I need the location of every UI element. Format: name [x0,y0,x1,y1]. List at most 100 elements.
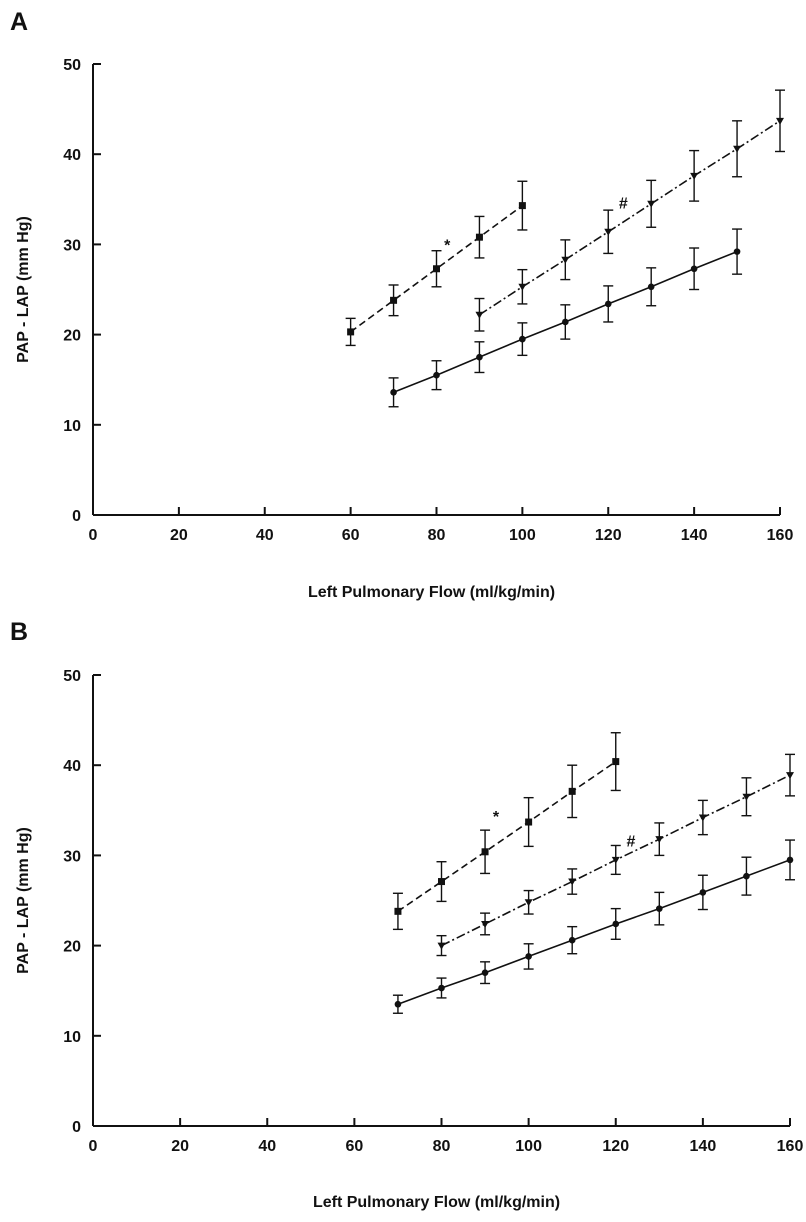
data-point [438,878,445,886]
data-point [525,953,532,960]
series-line [397,859,791,1005]
x-tick-label: 0 [89,1138,98,1155]
x-tick-label: 140 [681,527,708,544]
data-point [525,818,533,826]
data-point [786,856,794,864]
data-point [568,936,576,944]
panel-letter: B [10,618,28,646]
data-point [437,942,446,950]
annotation-mark: # [627,833,636,850]
data-point [481,920,490,928]
data-point [562,318,569,326]
x-tick-label: 80 [433,1138,451,1155]
data-point [394,1000,402,1008]
data-point [568,787,576,795]
y-tick-label: 30 [63,848,81,865]
series-triangle-down [436,753,795,957]
data-point [394,907,402,915]
y-tick-label: 0 [72,1119,81,1136]
data-point [438,984,445,992]
x-tick-label: 80 [428,527,446,544]
data-point [524,899,533,907]
data-point [347,328,355,336]
y-tick-label: 30 [63,237,81,254]
data-point [390,389,397,396]
data-point [518,202,526,210]
annotation-mark: # [619,195,628,212]
data-point [604,300,612,308]
y-tick-label: 50 [63,57,81,74]
y-tick-label: 40 [63,758,81,775]
data-point [561,256,570,264]
x-tick-label: 160 [777,1138,804,1155]
y-tick-label: 40 [63,147,81,164]
data-point [743,872,750,880]
data-point [481,969,489,976]
x-tick-label: 60 [342,527,360,544]
data-point [786,772,794,780]
y-tick-label: 50 [63,668,81,685]
x-tick-label: 40 [258,1138,276,1155]
data-point [656,905,663,912]
data-point [433,265,440,273]
y-tick-label: 0 [72,508,81,525]
data-point [568,878,577,886]
x-tick-label: 60 [345,1138,363,1155]
data-point [699,889,707,896]
data-point [733,145,742,153]
data-point [647,283,655,291]
x-tick-label: 20 [171,1138,189,1155]
series-circle [392,839,795,1014]
panel-b: B 0 20 40 60 80 100 120 140 160 0 10 20 30 40 50 Left Pu… [10,618,803,1211]
data-point [481,848,489,856]
y-axis-label: PAP - LAP (mm Hg) [15,216,32,363]
x-tick-label: 100 [509,527,536,544]
data-point [390,296,398,304]
panel-letter: A [10,8,28,36]
series-circle [388,228,743,408]
series-line [478,120,781,316]
annotation-mark: * [444,238,451,255]
x-tick-label: 120 [595,527,622,544]
x-tick-label: 140 [690,1138,717,1155]
data-point [647,200,656,208]
data-point [612,920,620,928]
x-tick-label: 0 [89,527,98,544]
series-triangle-down [474,89,785,332]
x-axis-label: Left Pulmonary Flow (ml/kg/min) [308,584,555,601]
data-point [742,793,751,801]
series-line [350,204,523,333]
data-point [776,117,784,125]
data-point [476,353,483,361]
y-tick-label: 20 [63,939,81,956]
x-tick-label: 120 [602,1138,629,1155]
x-tick-label: 160 [767,527,794,544]
x-tick-label: 20 [170,527,188,544]
data-point [433,371,440,379]
data-point [519,335,526,343]
panel-a: A 0 20 40 60 80 100 120 140 160 0 10 20 30 40 50 Left Pu… [10,8,793,601]
x-tick-label: 100 [515,1138,542,1155]
data-point [690,265,698,273]
data-point [655,836,664,844]
series-line [397,760,617,912]
data-point [698,814,707,822]
data-point [733,248,741,255]
y-tick-label: 20 [63,328,81,345]
data-point [612,758,620,766]
data-point [611,856,620,864]
data-point [518,283,527,291]
data-point [604,228,613,236]
series-square [392,732,621,931]
x-tick-label: 40 [256,527,274,544]
y-tick-label: 10 [63,418,81,435]
data-point [475,233,483,241]
data-point [475,311,484,319]
annotation-mark: * [493,809,500,826]
series-square [345,180,528,347]
x-axis-label: Left Pulmonary Flow (ml/kg/min) [313,1194,560,1211]
y-axis-label: PAP - LAP (mm Hg) [15,827,32,974]
y-tick-label: 10 [63,1029,81,1046]
